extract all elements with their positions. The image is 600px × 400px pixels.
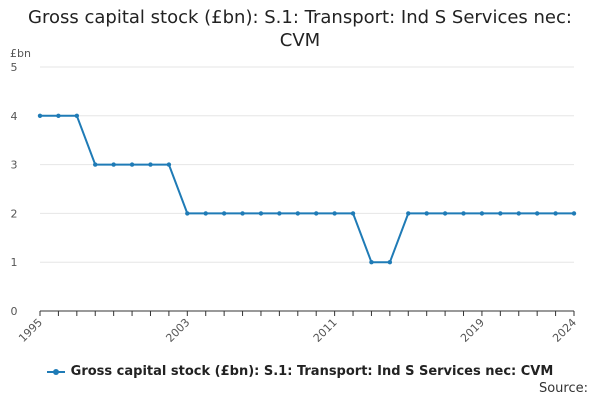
source-label: Source: bbox=[538, 381, 588, 396]
data-point bbox=[277, 211, 282, 216]
y-tick-label: 5 bbox=[11, 61, 18, 74]
series-line bbox=[40, 114, 574, 264]
data-point bbox=[442, 211, 448, 216]
data-point bbox=[553, 211, 558, 216]
data-point bbox=[479, 211, 485, 216]
legend-label: Gross capital stock (£bn): S.1: Transpor… bbox=[70, 364, 554, 379]
data-point bbox=[295, 211, 300, 216]
y-tick-label: 1 bbox=[11, 256, 18, 269]
data-point bbox=[534, 211, 540, 216]
x-tick-label: 1995 bbox=[16, 316, 45, 345]
y-tick-label: 4 bbox=[11, 110, 18, 123]
chart-title-line-2: CVM bbox=[279, 30, 321, 51]
data-point bbox=[221, 211, 227, 216]
data-point bbox=[185, 211, 190, 216]
data-point bbox=[129, 162, 135, 167]
data-point bbox=[240, 211, 245, 216]
data-point bbox=[424, 211, 429, 216]
y-tick-label: 0 bbox=[11, 305, 18, 318]
x-tick-label: 2003 bbox=[163, 316, 192, 345]
x-tick-label: 2019 bbox=[458, 316, 487, 345]
y-tick-label: 3 bbox=[11, 159, 18, 172]
data-point bbox=[332, 211, 337, 216]
x-tick-label: 2024 bbox=[550, 316, 579, 345]
x-tick-label: 2011 bbox=[311, 316, 340, 345]
data-point bbox=[387, 260, 393, 265]
data-point bbox=[314, 211, 319, 216]
y-tick-label: 2 bbox=[11, 207, 18, 220]
data-point bbox=[148, 162, 153, 167]
data-point bbox=[258, 211, 264, 216]
data-point bbox=[498, 211, 503, 216]
data-point bbox=[350, 211, 356, 216]
data-point bbox=[93, 162, 98, 167]
data-point bbox=[74, 113, 80, 119]
data-point bbox=[406, 211, 411, 216]
data-point bbox=[203, 211, 208, 216]
legend[interactable]: Gross capital stock (£bn): S.1: Transpor… bbox=[0, 364, 600, 379]
chart-title: Gross capital stock (£bn): S.1: Transpor… bbox=[0, 6, 600, 52]
data-point bbox=[461, 211, 466, 216]
data-point bbox=[111, 162, 116, 167]
data-point bbox=[516, 211, 521, 216]
data-point bbox=[166, 162, 172, 167]
data-point bbox=[37, 113, 43, 119]
data-point bbox=[56, 113, 61, 119]
legend-swatch bbox=[46, 368, 65, 375]
y-axis-label: £bn bbox=[10, 47, 31, 60]
chart-title-line-1: Gross capital stock (£bn): S.1: Transpor… bbox=[28, 7, 572, 28]
data-point bbox=[571, 211, 577, 216]
data-point bbox=[369, 260, 374, 265]
